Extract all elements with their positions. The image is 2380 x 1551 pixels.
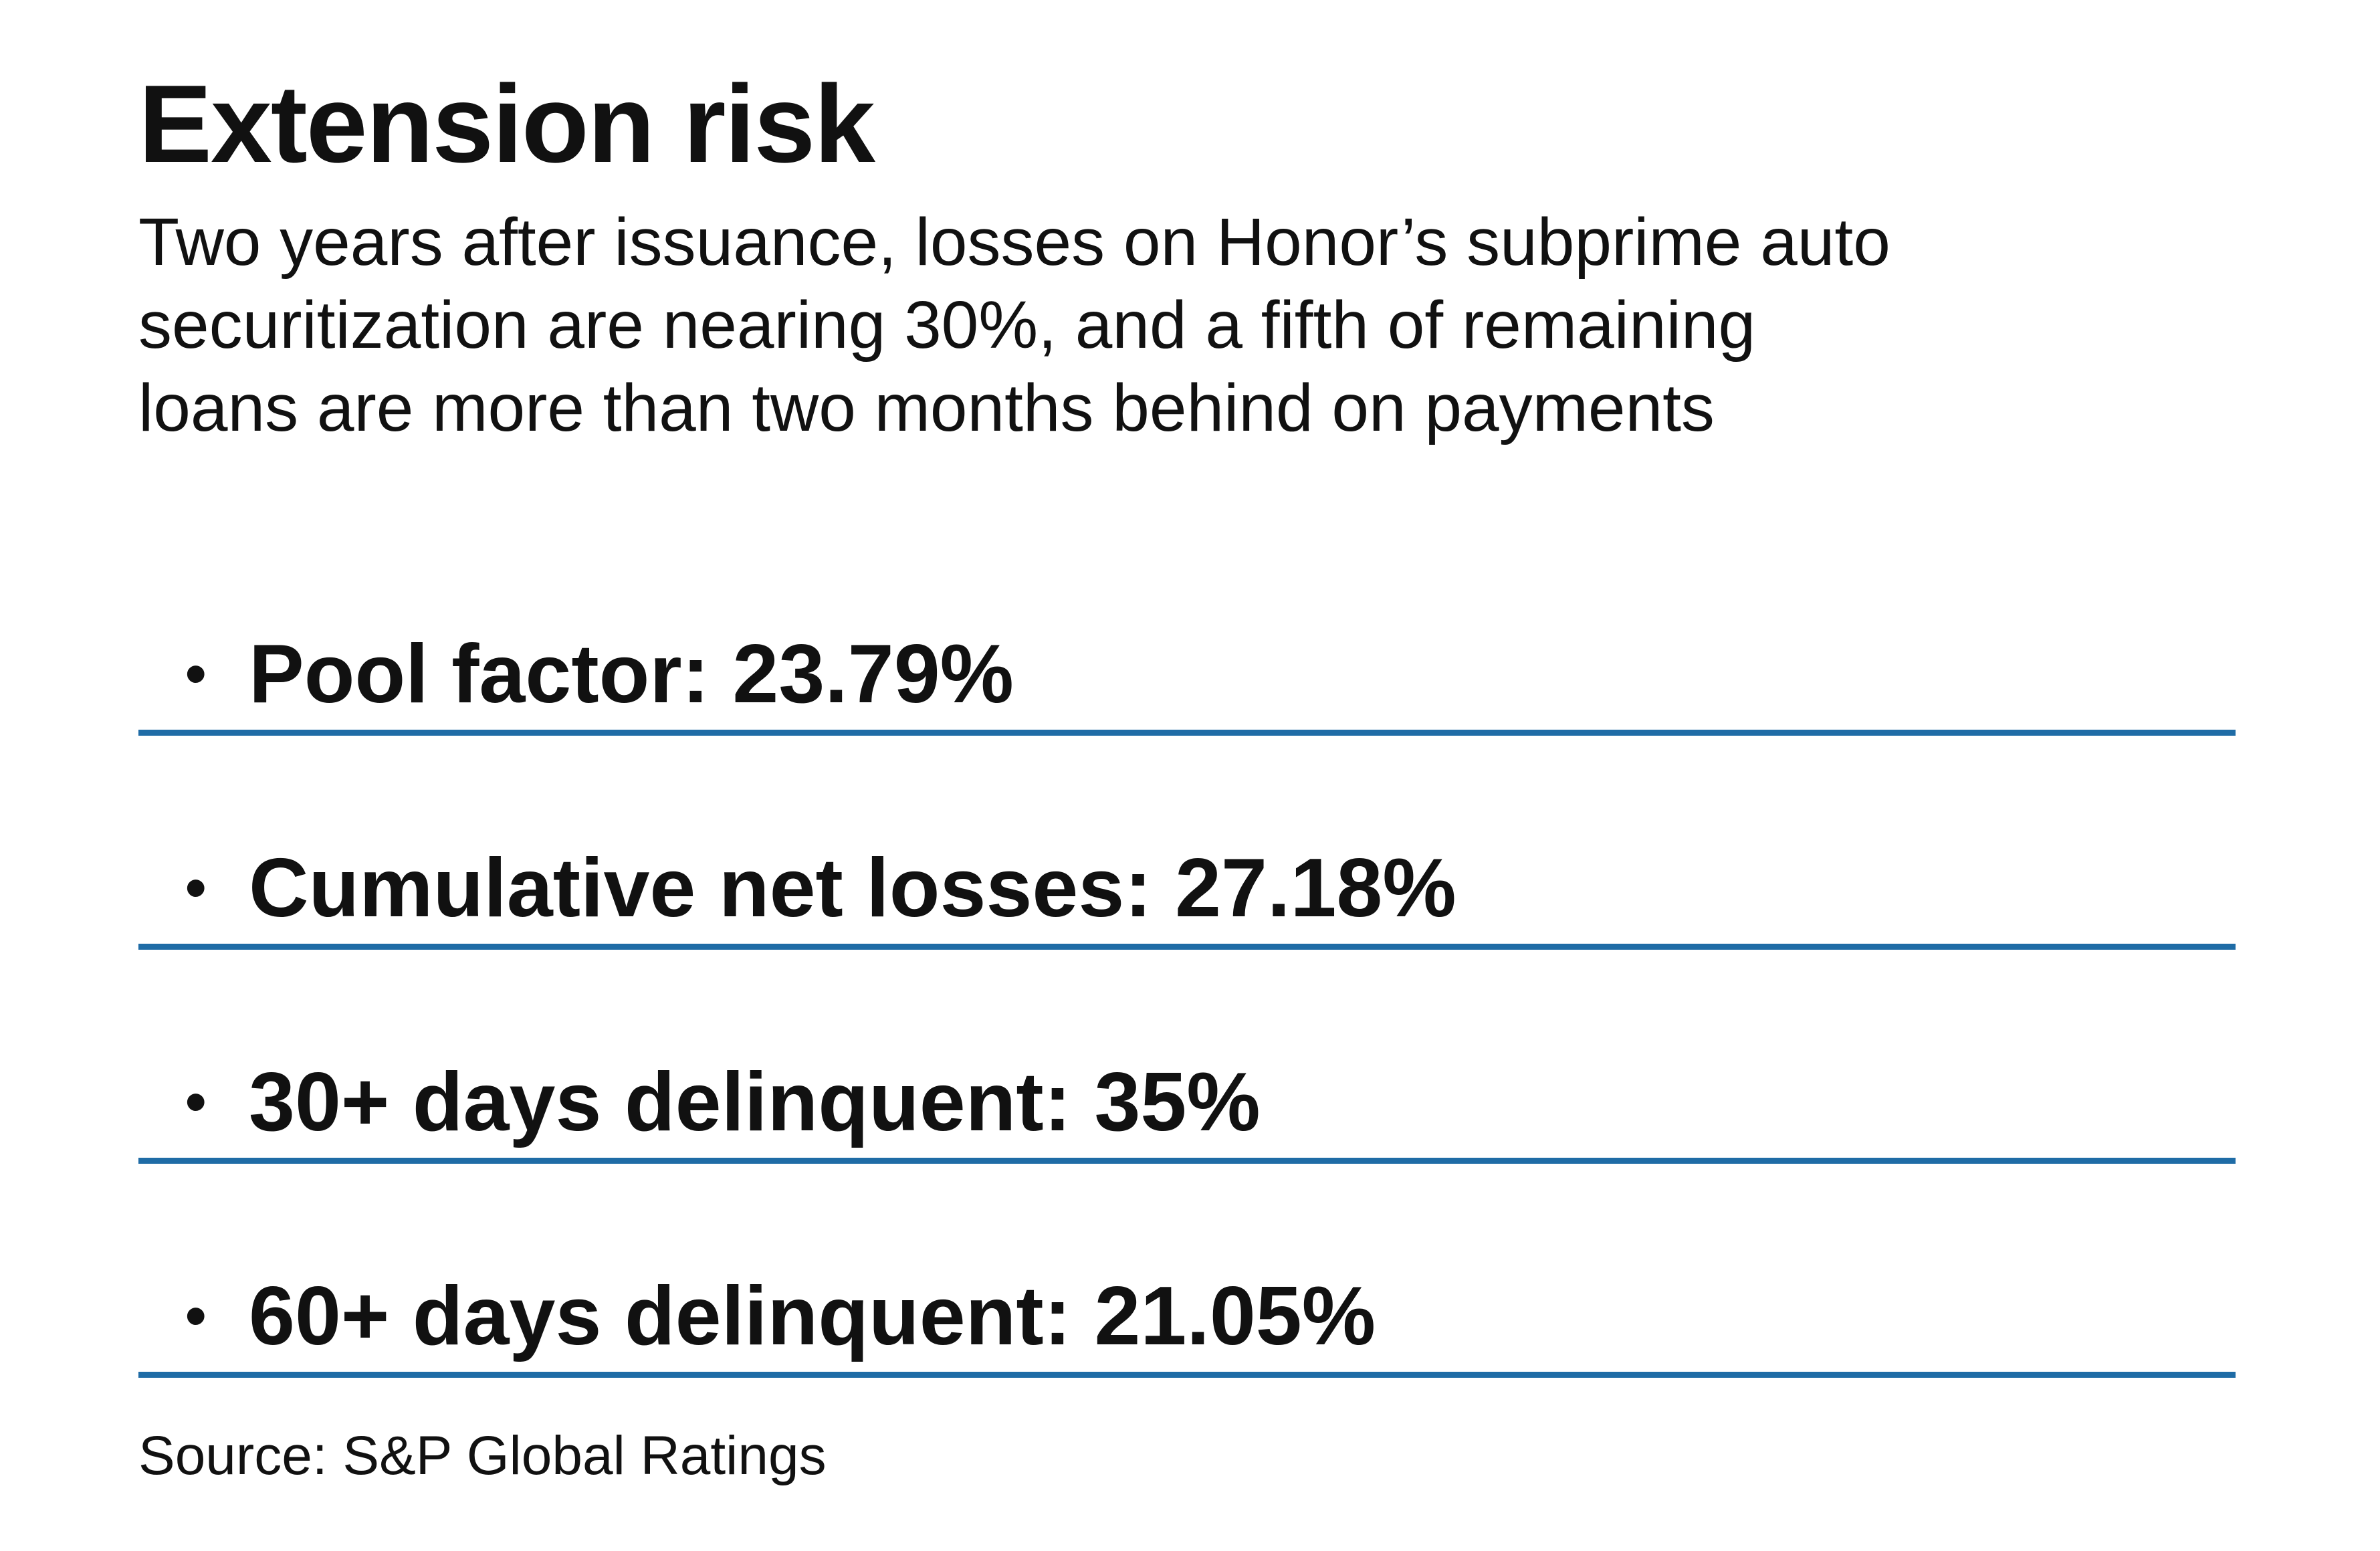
source-note: Source: S&P Global Ratings xyxy=(138,1425,827,1486)
divider-rule xyxy=(138,944,2236,950)
stats-list: • Pool factor: 23.79% • Cumulative net l… xyxy=(138,522,2236,1378)
subtitle-line: loans are more than two months behind on… xyxy=(138,371,1715,445)
bullet-icon: • xyxy=(185,641,207,708)
divider-rule xyxy=(138,730,2236,736)
page-title: Extension risk xyxy=(138,62,875,185)
bullet-icon: • xyxy=(185,855,207,922)
divider-rule xyxy=(138,1372,2236,1378)
stat-item-30-days-delinquent: • 30+ days delinquent: 35% xyxy=(138,950,2236,1164)
stat-item-cumulative-net-losses: • Cumulative net losses: 27.18% xyxy=(138,736,2236,950)
subtitle-line: Two years after issuance, losses on Hono… xyxy=(138,205,1890,280)
stat-item-pool-factor: • Pool factor: 23.79% xyxy=(138,522,2236,736)
stat-label: Cumulative net losses: 27.18% xyxy=(249,842,1456,934)
bullet-icon: • xyxy=(185,1283,207,1350)
stat-label: 60+ days delinquent: 21.05% xyxy=(249,1270,1376,1362)
subtitle-line: securitization are nearing 30%, and a fi… xyxy=(138,288,1756,363)
divider-rule xyxy=(138,1158,2236,1164)
stat-item-60-days-delinquent: • 60+ days delinquent: 21.05% xyxy=(138,1164,2236,1378)
stat-label: 30+ days delinquent: 35% xyxy=(249,1056,1261,1148)
stat-label: Pool factor: 23.79% xyxy=(249,628,1014,720)
subtitle: Two years after issuance, losses on Hono… xyxy=(138,201,2278,449)
bullet-icon: • xyxy=(185,1069,207,1136)
